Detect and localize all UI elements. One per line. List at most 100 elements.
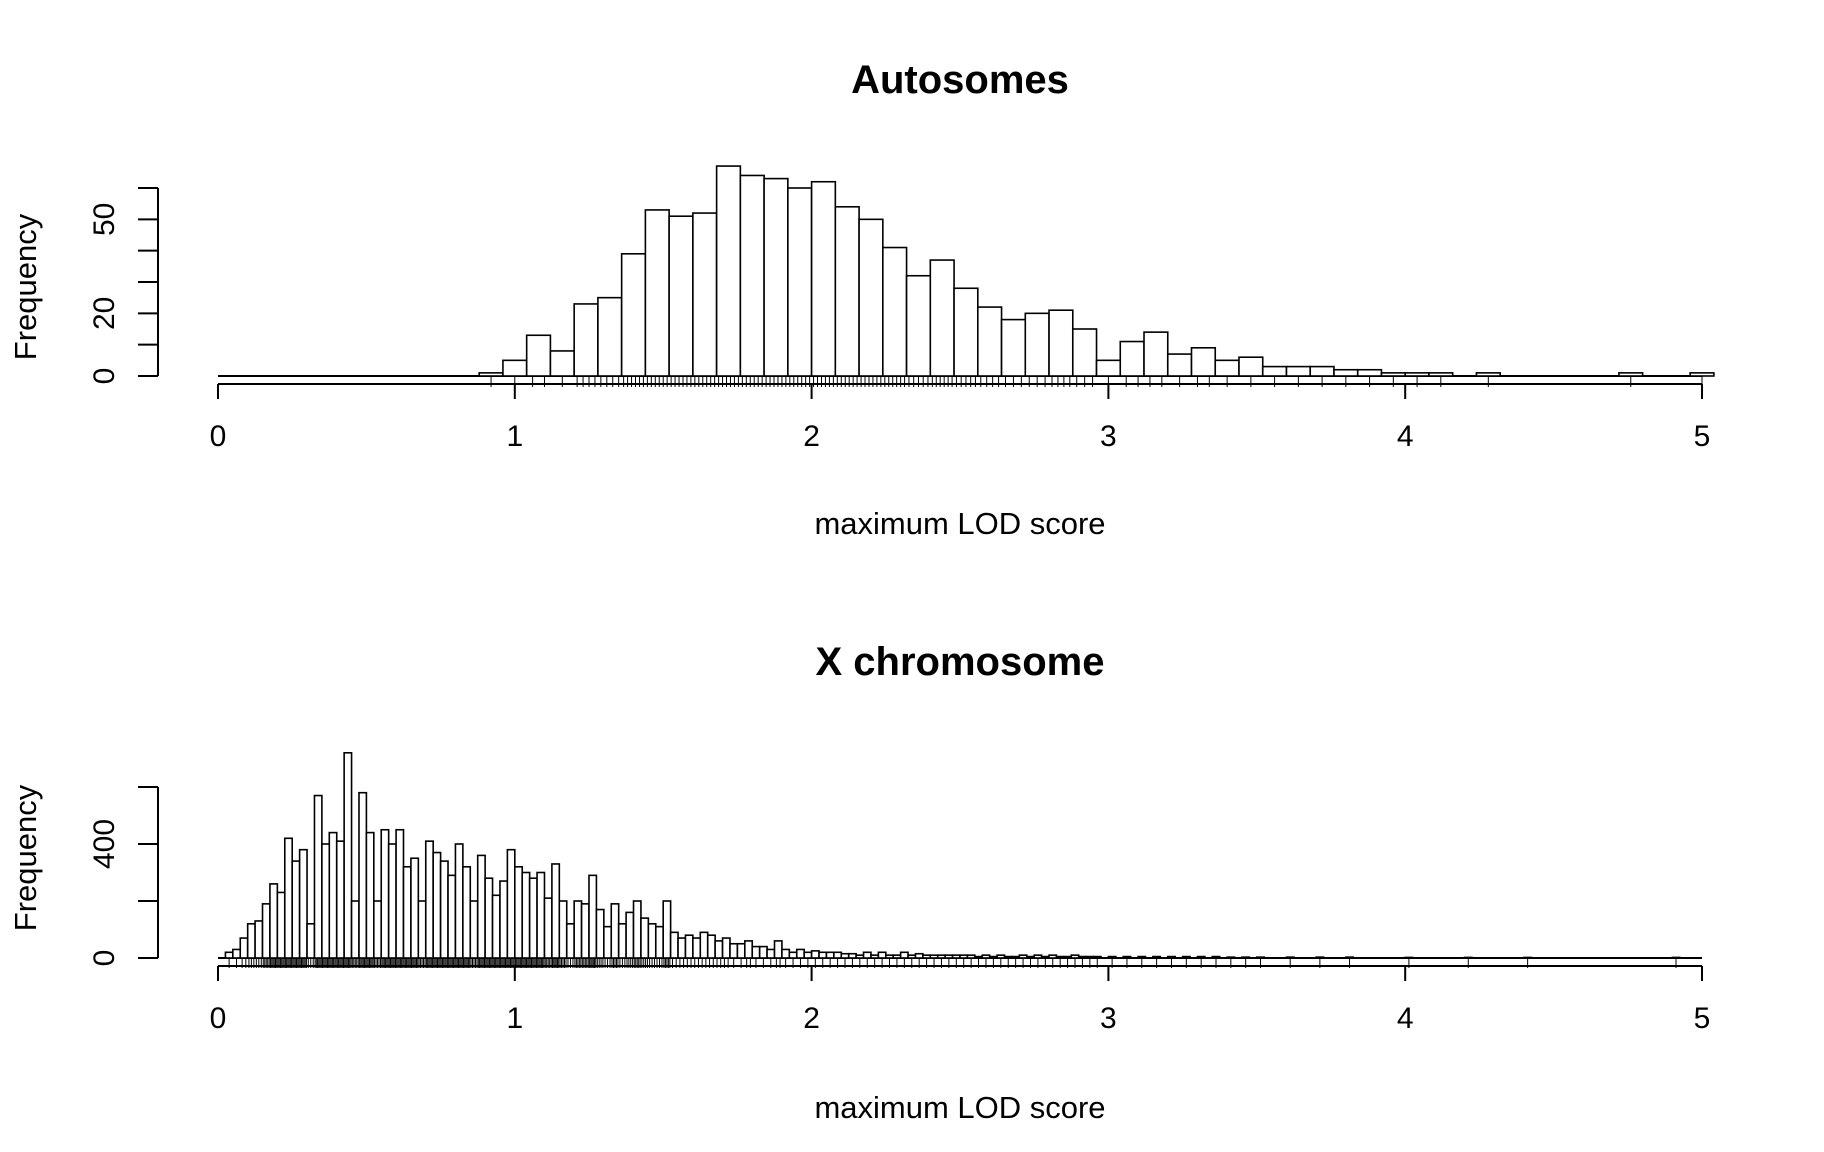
histogram-bar	[410, 857, 420, 959]
x-axis-label: maximum LOD score	[814, 506, 1105, 541]
histogram-bar	[1463, 956, 1473, 959]
histogram-bar	[744, 940, 754, 959]
histogram-bar	[1689, 372, 1715, 377]
histogram-bar	[803, 951, 813, 959]
histogram-bar	[558, 900, 568, 959]
histogram-x-chromosome: X chromosome maximum LOD score Frequency…	[8, 640, 1710, 1125]
histogram-bar	[380, 828, 390, 959]
histogram-bar	[692, 212, 718, 377]
x-axis: 0 1 2 3 4 5	[210, 965, 1711, 1035]
histogram-bar	[1214, 359, 1240, 377]
histogram-bar	[350, 900, 360, 959]
histogram-bar	[662, 900, 672, 959]
x-axis: 0 1 2 3 4 5	[210, 383, 1710, 453]
y-axis-label: Frequency	[8, 213, 43, 360]
histogram-bar	[343, 751, 353, 959]
histogram-bar	[1404, 956, 1414, 959]
histogram-bar	[491, 894, 501, 959]
histogram-bar	[1040, 955, 1050, 959]
x-tick-label: 4	[1397, 420, 1414, 453]
rug	[490, 376, 1703, 387]
chart-title: X chromosome	[816, 640, 1105, 684]
histogram-bar	[840, 952, 850, 959]
histogram-bar	[736, 942, 746, 959]
histogram-bar	[269, 883, 279, 959]
histogram-bar	[922, 954, 932, 959]
histogram-bar	[929, 954, 939, 959]
histogram-bar	[1190, 346, 1217, 377]
histogram-bar	[766, 948, 776, 959]
histogram-bar	[714, 940, 724, 959]
histogram-bar	[974, 955, 984, 959]
histogram-bar	[1181, 955, 1191, 959]
histogram-bar	[668, 215, 694, 377]
y-axis: 0 400	[88, 786, 159, 967]
histogram-bar	[549, 350, 575, 377]
histogram-bar	[1428, 372, 1454, 377]
histogram-bar	[699, 931, 709, 959]
histogram-bar	[573, 900, 583, 959]
histogram-bar	[1380, 372, 1407, 377]
histogram-bar	[847, 952, 857, 959]
histogram-bar	[788, 951, 798, 959]
histogram-bar	[502, 359, 528, 377]
histogram-bar	[981, 954, 991, 959]
histogram-bar	[781, 948, 791, 959]
histogram-bar	[565, 922, 575, 959]
histogram-bar	[232, 948, 242, 959]
y-tick-label: 50	[88, 203, 121, 236]
histogram-bar	[1618, 372, 1644, 377]
histogram-bar	[543, 897, 553, 959]
histogram-bar	[506, 848, 516, 959]
histogram-bar	[525, 334, 552, 377]
histogram-bar	[684, 934, 694, 959]
histogram-bar	[640, 917, 650, 959]
histogram-bar	[1077, 955, 1087, 959]
histogram-bar	[580, 903, 590, 959]
histogram-bar	[224, 951, 234, 959]
histogram-bar	[818, 951, 828, 959]
histogram-bar	[877, 951, 887, 959]
histogram-bar	[1025, 955, 1036, 959]
histogram-bar	[692, 937, 702, 959]
histogram-bar	[669, 931, 679, 959]
histogram-bar	[432, 851, 442, 959]
y-tick-label: 0	[88, 950, 121, 967]
histogram-bar	[1033, 954, 1043, 959]
histogram-bar	[246, 922, 256, 959]
histogram-bar	[996, 954, 1006, 959]
histogram-bar	[892, 954, 902, 959]
histogram-bar	[1085, 955, 1095, 959]
histogram-bar	[469, 900, 479, 959]
histogram-bar	[1241, 956, 1251, 959]
histogram-bar	[1063, 955, 1073, 959]
histogram-bar	[647, 922, 657, 959]
histogram-bar	[551, 863, 561, 959]
histogram-bar	[1238, 356, 1264, 377]
histogram-bar	[1315, 956, 1325, 959]
histogram-bar	[373, 900, 383, 959]
histogram-bar	[625, 911, 635, 959]
histogram-bar	[261, 903, 271, 959]
x-tick-label: 5	[1694, 1002, 1711, 1035]
x-tick-label: 2	[803, 1002, 820, 1035]
histogram-bar	[810, 950, 820, 959]
histogram-bar	[862, 951, 872, 959]
histogram-bar	[365, 831, 375, 959]
histogram-bar	[739, 174, 765, 377]
histogram-bar	[447, 874, 457, 959]
histogram-bar	[1211, 955, 1221, 959]
histogram-bar	[402, 865, 412, 959]
x-tick-label: 4	[1397, 1002, 1414, 1035]
histogram-bar	[1055, 955, 1065, 959]
histogram-bar	[536, 871, 546, 959]
histogram-bar	[966, 954, 976, 959]
histogram-bar	[1143, 331, 1169, 377]
histogram-bar	[1523, 956, 1533, 959]
histogram-bar	[1356, 368, 1383, 377]
x-axis-label: maximum LOD score	[814, 1090, 1105, 1125]
x-tick-label: 2	[803, 420, 820, 453]
histogram-bar	[1671, 956, 1681, 959]
histogram-bar	[610, 903, 620, 959]
x-tick-label: 3	[1100, 420, 1117, 453]
